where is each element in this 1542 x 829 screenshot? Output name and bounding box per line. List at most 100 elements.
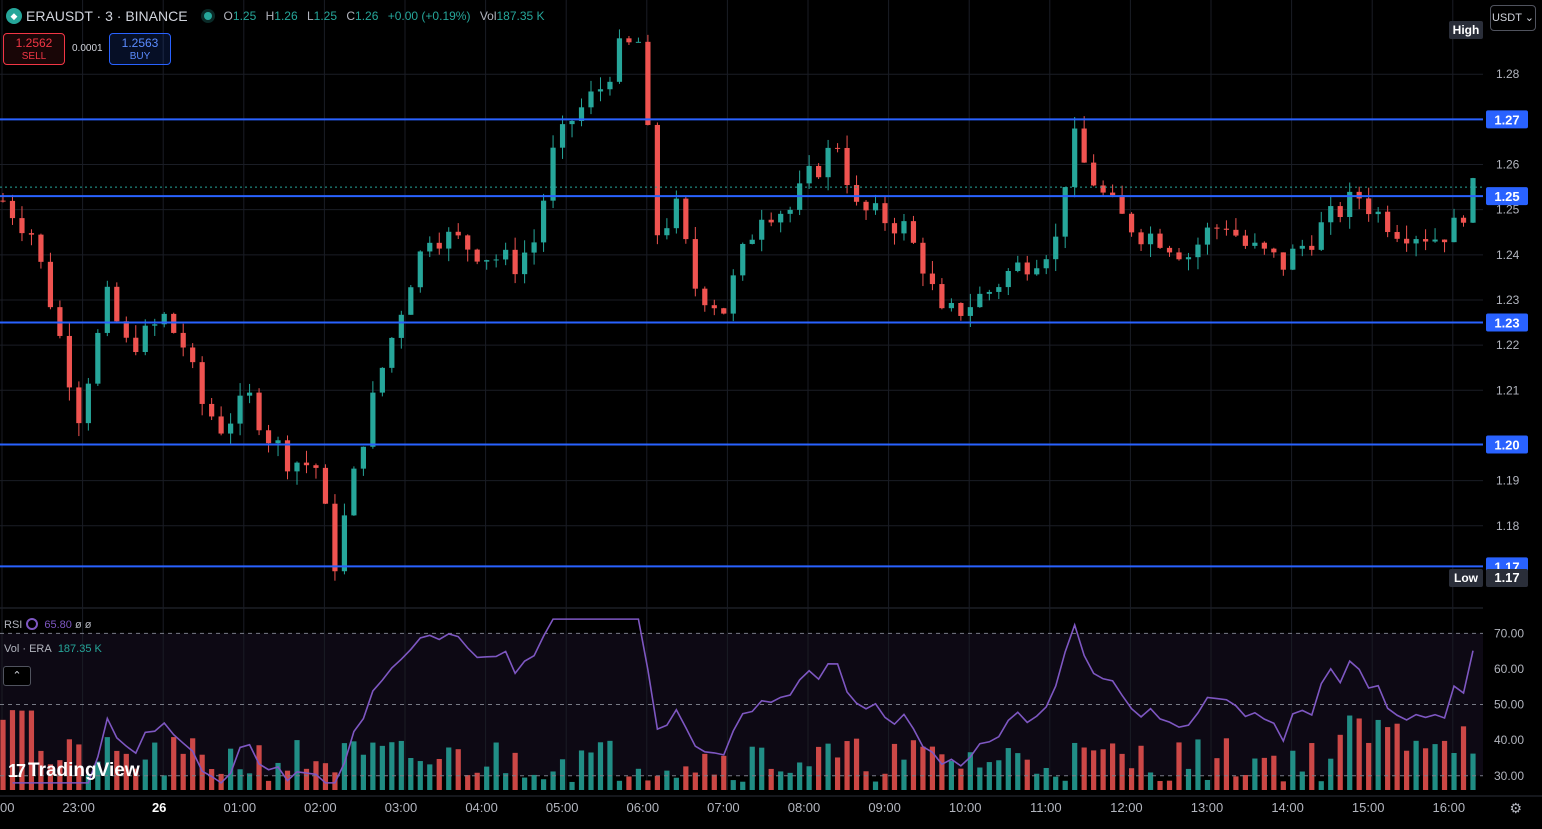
volume-bar xyxy=(228,748,234,790)
candle-body xyxy=(958,302,964,316)
candle-body xyxy=(1176,252,1182,260)
sell-button[interactable]: 1.2562 SELL xyxy=(3,33,65,65)
candle-body xyxy=(1366,198,1372,215)
volume-bar xyxy=(1451,752,1457,790)
candles xyxy=(0,29,1476,581)
candle-body xyxy=(1337,206,1343,218)
volume-bar xyxy=(47,764,54,790)
candle-body xyxy=(265,430,272,444)
candle-body xyxy=(1195,244,1201,258)
candle-body xyxy=(834,147,841,149)
candle-body xyxy=(209,403,215,417)
candle-body xyxy=(95,332,101,384)
volume-bar xyxy=(1299,771,1305,790)
close-label: C xyxy=(346,9,356,23)
volume-bar xyxy=(455,749,461,790)
candle-body xyxy=(1309,245,1315,250)
volume-bar xyxy=(1119,753,1125,790)
volume-bar xyxy=(427,764,433,790)
volume-bar xyxy=(1214,758,1220,790)
level-tag-label: 1.20 xyxy=(1494,437,1519,452)
volume-bar xyxy=(929,746,936,790)
candle-body xyxy=(1242,235,1248,246)
candle-body xyxy=(588,91,594,108)
candle-body xyxy=(939,284,945,309)
candle-body xyxy=(1252,242,1258,246)
volume-legend[interactable]: Vol · ERA 187.35 K xyxy=(4,643,102,655)
tradingview-mark-icon: 17 xyxy=(8,760,26,781)
collapse-indicators-button[interactable]: ⌃ xyxy=(3,666,31,686)
volume-bar xyxy=(1375,719,1381,790)
rsi-settings-icon[interactable] xyxy=(26,618,39,630)
volume-bar xyxy=(1128,768,1135,790)
volume-bar xyxy=(588,752,594,790)
candle-body xyxy=(1233,229,1239,236)
currency-dropdown[interactable]: USDT ⌄ xyxy=(1490,5,1536,31)
candle-body xyxy=(408,287,414,315)
candle-body xyxy=(446,231,452,249)
candle-body xyxy=(559,124,566,148)
candle-body xyxy=(540,200,547,243)
spread-value: 0.0001 xyxy=(72,43,103,54)
volume-bar xyxy=(816,746,822,790)
time-tick-label: 09:00 xyxy=(868,800,901,815)
candle-body xyxy=(1072,128,1078,188)
rsi-tick-label: 30.00 xyxy=(1494,769,1524,783)
candle-body xyxy=(1138,232,1144,245)
gear-icon[interactable]: ⚙ xyxy=(1509,800,1522,816)
candle-body xyxy=(853,185,860,202)
volume-bar xyxy=(977,767,983,790)
candle-body xyxy=(616,38,623,82)
volume-bar xyxy=(417,761,423,790)
candle-body xyxy=(569,120,575,125)
candle-body xyxy=(370,392,376,447)
volume-bar xyxy=(740,781,746,790)
candle-body xyxy=(1432,239,1438,242)
volume-bar xyxy=(256,745,262,790)
candle-body xyxy=(322,467,329,504)
volume-bar xyxy=(1062,780,1068,790)
time-tick-label: 04:00 xyxy=(465,800,498,815)
volume-bar xyxy=(360,754,366,790)
volume-bar xyxy=(1157,781,1163,790)
rsi-band-fill xyxy=(0,633,1483,776)
volume-bar xyxy=(759,747,765,790)
volume-bar xyxy=(398,740,404,790)
volume-value: 187.35 K xyxy=(57,643,102,655)
high-value: 1.26 xyxy=(274,9,298,23)
buy-price: 1.2563 xyxy=(121,36,159,50)
tradingview-logo[interactable]: 17 TradingView xyxy=(8,760,140,782)
time-tick-label: 23:00 xyxy=(62,800,95,815)
candle-body xyxy=(607,81,613,90)
candle-body xyxy=(1470,178,1476,223)
volume-bar xyxy=(1185,768,1192,790)
symbol-title[interactable]: ERAUSDT · 3 · BINANCE xyxy=(26,8,188,24)
candle-body xyxy=(142,325,148,352)
volume-bar xyxy=(569,781,575,790)
time-tick-label: 13:00 xyxy=(1191,800,1224,815)
volume-bar xyxy=(834,757,841,790)
rsi-value: 65.80 xyxy=(44,619,72,631)
volume-bar xyxy=(1233,776,1239,790)
candle-body xyxy=(1422,239,1429,242)
volume-bar xyxy=(711,774,717,790)
candle-body xyxy=(180,332,186,348)
candle-body xyxy=(844,147,850,186)
buy-button[interactable]: 1.2563 BUY xyxy=(109,33,171,65)
rsi-legend[interactable]: RSI 65.80 ø ø xyxy=(4,618,91,631)
candle-body xyxy=(1375,211,1381,215)
volume-bar xyxy=(275,762,281,790)
candle-body xyxy=(47,261,54,308)
low-tag xyxy=(1449,569,1483,587)
level-tag-label: 1.27 xyxy=(1494,112,1519,127)
volume-bar xyxy=(1261,757,1267,790)
volume-bar xyxy=(863,771,869,790)
symbol-logo-icon[interactable]: ◆ xyxy=(6,8,22,24)
candle-body xyxy=(104,286,110,333)
volume-bar xyxy=(853,738,860,790)
volume-bar xyxy=(161,775,167,790)
candle-body xyxy=(85,383,91,424)
volume-bar xyxy=(180,753,186,790)
